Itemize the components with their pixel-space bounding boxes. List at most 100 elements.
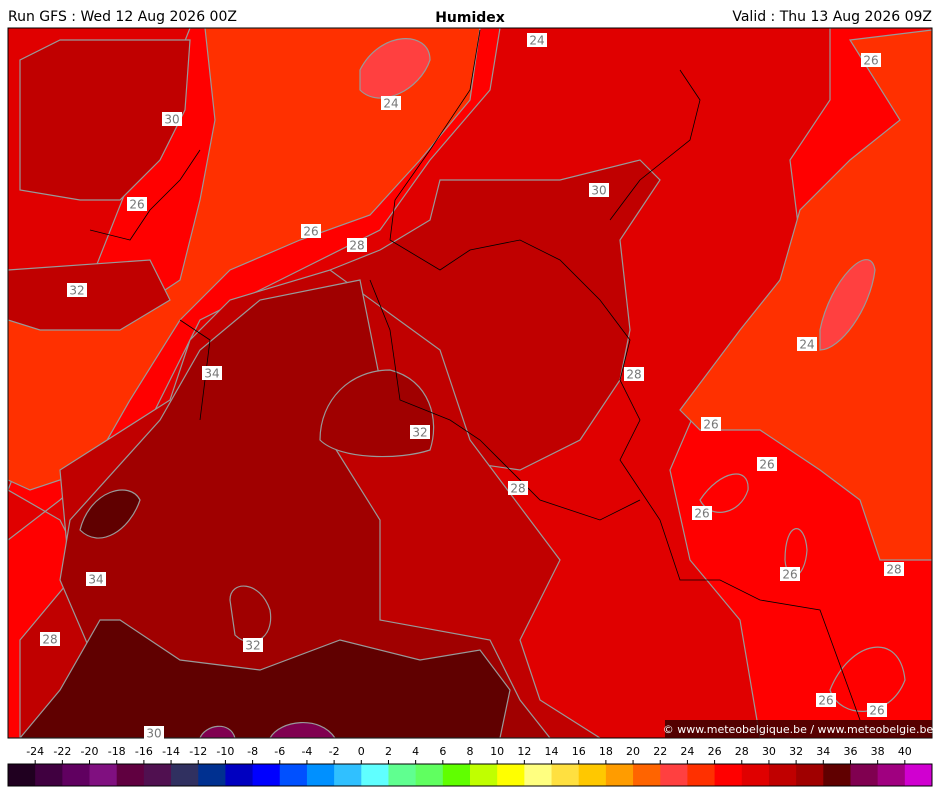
colorbar-swatch xyxy=(741,764,770,786)
colorbar-label: 16 xyxy=(572,745,586,758)
colorbar-label: -14 xyxy=(162,745,180,758)
colorbar-label: 14 xyxy=(545,745,559,758)
colorbar-label: -12 xyxy=(189,745,207,758)
colorbar-label: 2 xyxy=(385,745,392,758)
colorbar-label: -6 xyxy=(274,745,285,758)
map-title: Humidex xyxy=(435,10,505,26)
valid-label: Valid : Thu 13 Aug 2026 09Z xyxy=(732,9,932,25)
colorbar-swatch xyxy=(551,764,580,786)
colorbar-swatch xyxy=(306,764,335,786)
contour-label: 28 xyxy=(510,482,525,496)
contour-label-bg xyxy=(86,572,106,586)
colorbar-swatch xyxy=(361,764,389,786)
contour-label: 26 xyxy=(303,225,318,239)
contour-label: 26 xyxy=(759,458,774,472)
contour-label-bg xyxy=(144,726,164,740)
contour-label-bg xyxy=(508,481,528,495)
colorbar-swatch xyxy=(877,764,906,786)
contour-label-bg xyxy=(67,283,87,297)
colorbar-label: 10 xyxy=(490,745,504,758)
colorbar-swatch xyxy=(334,764,362,786)
contour-label-bg xyxy=(589,183,609,197)
contour-label-bg xyxy=(127,197,147,211)
contour-label-bg xyxy=(301,224,321,238)
colorbar-swatch xyxy=(279,764,308,786)
contour-label-bg xyxy=(347,238,367,252)
contour-label: 30 xyxy=(591,184,606,198)
contour-label: 26 xyxy=(703,418,718,432)
contour-label: 26 xyxy=(694,507,709,521)
contour-label: 26 xyxy=(129,198,144,212)
colorbar-label: 26 xyxy=(708,745,722,758)
colorbar-label: 34 xyxy=(816,745,830,758)
contour-label-bg xyxy=(692,506,712,520)
colorbar-label: -2 xyxy=(329,745,340,758)
colorbar-swatch xyxy=(796,764,824,786)
colorbar-swatch xyxy=(225,764,254,786)
colorbar-swatch xyxy=(768,764,797,786)
colorbar-swatch xyxy=(8,764,36,786)
colorbar-label: 28 xyxy=(735,745,749,758)
colorbar-swatch xyxy=(850,764,879,786)
colorbar-swatch xyxy=(714,764,743,786)
contour-label-bg xyxy=(701,417,721,431)
contour-label: 32 xyxy=(412,426,427,440)
contour-label: 28 xyxy=(349,239,364,253)
colorbar-swatch xyxy=(904,764,933,786)
colorbar-label: 6 xyxy=(439,745,446,758)
colorbar-label: 12 xyxy=(517,745,531,758)
colorbar-label: 24 xyxy=(680,745,694,758)
contour-labels: 24 24 26 30 26 26 28 30 32 24 34 28 26 32 26 28 26 34 26 28… xyxy=(40,33,904,741)
colorbar-swatch xyxy=(62,764,91,786)
contour-label-bg xyxy=(797,337,817,351)
colorbar-label: -18 xyxy=(108,745,126,758)
contour-label: 28 xyxy=(42,633,57,647)
map-frame xyxy=(7,27,933,739)
contour-label: 26 xyxy=(782,568,797,582)
colorbar-swatch xyxy=(388,764,417,786)
colorbar-label: -10 xyxy=(216,745,234,758)
colorbar-label: 8 xyxy=(467,745,474,758)
contour-label: 34 xyxy=(204,367,219,381)
contour-label-bg xyxy=(162,112,182,126)
contour-label-bg xyxy=(867,703,887,717)
colorbar-label: 4 xyxy=(412,745,419,758)
colorbar-swatch xyxy=(605,764,634,786)
contour-label: 24 xyxy=(529,34,544,48)
colorbar-swatch xyxy=(687,764,716,786)
contour-label-bg xyxy=(381,96,401,110)
contour-label-bg xyxy=(243,638,263,652)
contour-label-bg xyxy=(816,693,836,707)
colorbar-label: 0 xyxy=(358,745,365,758)
colorbar-swatch xyxy=(198,764,226,786)
contour-label: 32 xyxy=(245,639,260,653)
colorbar-swatch xyxy=(442,764,471,786)
copyright-bg xyxy=(665,720,932,738)
contour-label-bg xyxy=(40,632,60,646)
contour-label-bg xyxy=(410,425,430,439)
colorbar-swatch xyxy=(660,764,688,786)
colorbar-label: -24 xyxy=(26,745,44,758)
contour-label-bg xyxy=(624,367,644,381)
colorbar-swatch xyxy=(35,764,63,786)
colorbar-swatch xyxy=(823,764,851,786)
contour-label-bg xyxy=(527,33,547,47)
contour-label-bg xyxy=(757,457,777,471)
contour-label: 24 xyxy=(799,338,814,352)
colorbar-swatch xyxy=(171,764,199,786)
colorbar-label: 20 xyxy=(626,745,640,758)
contour-label: 32 xyxy=(69,284,84,298)
colorbar-label: 32 xyxy=(789,745,803,758)
colorbar-swatch xyxy=(470,764,498,786)
colorbar-label: -20 xyxy=(81,745,99,758)
contour-label-bg xyxy=(861,53,881,67)
contour-label: 26 xyxy=(818,694,833,708)
colorbar-swatch xyxy=(116,764,145,786)
contour-label-bg xyxy=(780,567,800,581)
contour-label: 24 xyxy=(383,97,398,111)
humidex-field xyxy=(8,28,932,738)
colorbar: -24 -22 -20 -18 -16 -14 -12 -10 -8 -6 -4 -2 0 2 4 6 8 10 1… xyxy=(7,745,933,787)
colorbar-swatch xyxy=(524,764,553,786)
